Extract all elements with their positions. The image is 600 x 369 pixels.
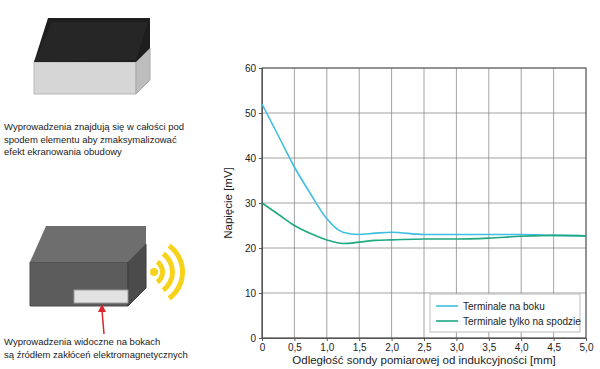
grid-line-y	[262, 203, 586, 204]
component-bottom-terminals	[34, 18, 150, 94]
tick-label: 3,5	[482, 342, 496, 353]
legend-item: Terminale tylko na spodzie	[436, 316, 581, 327]
tick-label: 0	[250, 333, 256, 344]
tick-label: 2,5	[418, 342, 432, 353]
tick: 0	[260, 338, 266, 353]
caption-line: Wyprowadzenia widoczne na bokach	[4, 336, 160, 347]
tick-label: 1,0	[320, 342, 334, 353]
caption: Wyprowadzenia widoczne na bokach są źródł…	[4, 336, 188, 360]
component-top	[34, 22, 148, 62]
tick: 3,5	[482, 338, 496, 353]
tick-label: 0	[260, 342, 266, 353]
tick-mark	[424, 338, 425, 341]
tick-mark	[259, 338, 262, 339]
tick-label: 20	[245, 243, 257, 254]
tick-label: 40	[245, 153, 257, 164]
emission-waves	[150, 244, 185, 301]
tick: 0,5	[288, 338, 302, 353]
series-line	[262, 104, 586, 236]
tick-mark	[259, 248, 262, 249]
component-side	[30, 262, 128, 306]
grid	[262, 68, 586, 338]
caption-line: Wyprowadzenia znajdują się w całości pod	[4, 121, 184, 132]
legend-label: Terminale tylko na spodzie	[463, 316, 581, 327]
tick-mark	[521, 338, 522, 341]
chart: Wyprowadzenia znajdują się w całości pod…	[0, 0, 600, 369]
tick-label: 2,0	[385, 342, 399, 353]
tick-mark	[259, 293, 262, 294]
tick-label: 4,5	[547, 342, 561, 353]
tick: 50	[245, 108, 262, 119]
tick-mark	[327, 338, 328, 341]
caption-line: spodem elementu aby zmaksymalizować	[4, 134, 177, 145]
tick: 4,0	[515, 338, 529, 353]
tick-label: 50	[245, 108, 257, 119]
tick: 1,5	[353, 338, 367, 353]
arrow	[102, 310, 104, 334]
y-axis: 0 10 20 30 40 50 60	[245, 63, 263, 344]
legend-swatch	[436, 320, 458, 322]
caption-line: efekt ekranowania obudowy	[4, 146, 122, 157]
tick-mark	[392, 338, 393, 341]
tick: 40	[245, 153, 262, 164]
component-side	[34, 62, 136, 94]
tick: 10	[245, 288, 262, 299]
component-side-terminals	[30, 226, 146, 306]
terminal	[74, 290, 128, 303]
tick-mark	[586, 338, 587, 341]
tick: 0	[250, 333, 262, 344]
legend-label: Terminale na boku	[463, 301, 545, 312]
tick-mark	[359, 338, 360, 341]
tick-mark	[259, 113, 262, 114]
tick: 5,0	[580, 338, 594, 353]
tick: 2,0	[385, 338, 399, 353]
illustrations	[30, 18, 185, 334]
tick: 1,0	[320, 338, 334, 353]
tick-label: 10	[245, 288, 257, 299]
arrow-head	[98, 304, 106, 312]
grid-line-y	[262, 248, 586, 249]
tick: 30	[245, 198, 262, 209]
grid-line-y	[262, 293, 586, 294]
tick: 4,5	[547, 338, 561, 353]
tick-mark	[456, 338, 457, 341]
tick-mark	[259, 68, 262, 69]
tick-label: 60	[245, 63, 257, 74]
tick-mark	[294, 338, 295, 341]
plot-background	[262, 68, 586, 338]
tick-label: 4,0	[515, 342, 529, 353]
x-axis-title: Odległość sondy pomiarowej od indukcyjno…	[292, 354, 555, 366]
tick: 20	[245, 243, 262, 254]
tick-label: 3,0	[450, 342, 464, 353]
tick: 3,0	[450, 338, 464, 353]
wave	[162, 252, 175, 292]
series-group	[262, 104, 586, 244]
tick-label: 0,5	[288, 342, 302, 353]
legend-swatch	[436, 305, 458, 307]
legend-item: Terminale na boku	[436, 301, 545, 312]
tick-label: 5,0	[580, 342, 594, 353]
tick: 2,5	[418, 338, 432, 353]
tick-mark	[259, 158, 262, 159]
tick-label: 30	[245, 198, 257, 209]
plot: 0 0,5 1,0 1,5 2,0 2,5 3,0 3,5 4,0 4,5 5,0 0 10 20 30 40…	[245, 63, 594, 353]
caption: Wyprowadzenia znajdują się w całości pod…	[4, 121, 184, 157]
wave	[168, 244, 185, 301]
tick-mark	[554, 338, 555, 341]
component-top	[30, 226, 146, 262]
grid-line-y	[262, 158, 586, 159]
tick-mark	[259, 203, 262, 204]
tick-label: 1,5	[353, 342, 367, 353]
series-line	[262, 203, 586, 244]
caption-line: są źródłem zakłóceń elektromagnetycznych	[4, 349, 188, 360]
grid-line-y	[262, 113, 586, 114]
plot-frame	[262, 68, 586, 338]
tick-mark	[489, 338, 490, 341]
x-axis: 0 0,5 1,0 1,5 2,0 2,5 3,0 3,5 4,0 4,5 5,0	[260, 338, 594, 353]
wave-source	[150, 268, 158, 276]
legend: Terminale na boku Terminale tylko na spod…	[430, 294, 581, 332]
tick: 60	[245, 63, 262, 74]
y-axis-title: Napięcie [mV]	[222, 167, 234, 239]
component-top	[34, 18, 150, 62]
